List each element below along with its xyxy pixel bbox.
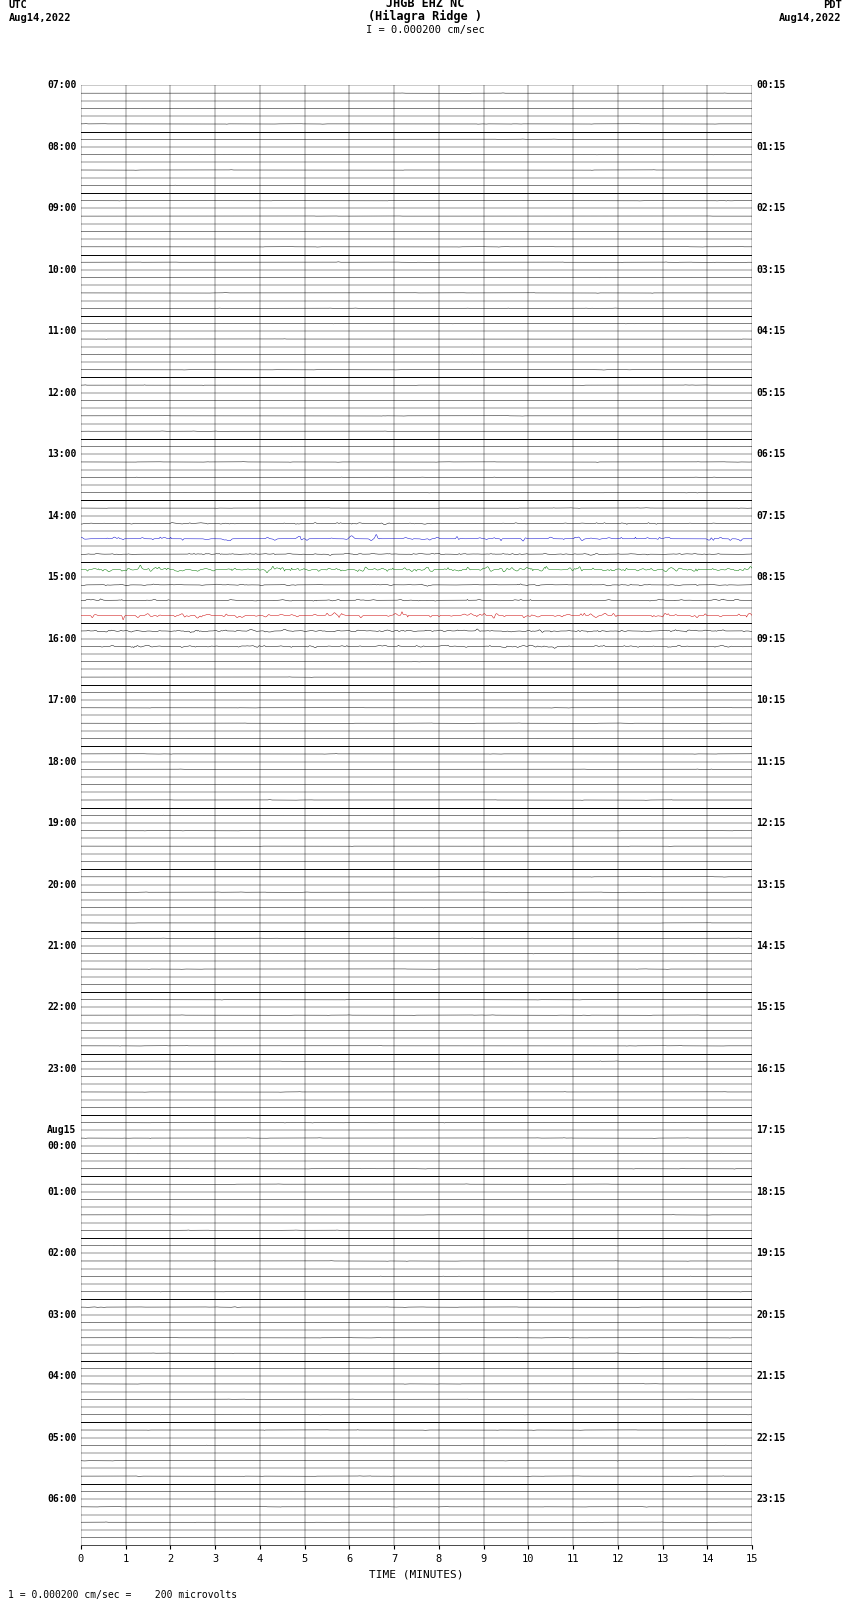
Text: 15:15: 15:15 (756, 1002, 786, 1013)
Text: 04:00: 04:00 (47, 1371, 76, 1381)
Text: 00:00: 00:00 (47, 1140, 76, 1150)
Text: 09:00: 09:00 (47, 203, 76, 213)
Text: 08:00: 08:00 (47, 142, 76, 152)
Text: Aug14,2022: Aug14,2022 (8, 13, 71, 23)
Text: 20:15: 20:15 (756, 1310, 786, 1319)
Text: 12:15: 12:15 (756, 818, 786, 827)
Text: 15:00: 15:00 (47, 573, 76, 582)
Text: 22:15: 22:15 (756, 1432, 786, 1442)
Text: 16:00: 16:00 (47, 634, 76, 644)
Text: 17:00: 17:00 (47, 695, 76, 705)
Text: 19:00: 19:00 (47, 818, 76, 827)
Text: 01:15: 01:15 (756, 142, 786, 152)
Text: 10:15: 10:15 (756, 695, 786, 705)
Text: PDT: PDT (823, 0, 842, 10)
Text: 01:00: 01:00 (47, 1187, 76, 1197)
Text: 21:00: 21:00 (47, 940, 76, 952)
Text: 13:15: 13:15 (756, 879, 786, 889)
Text: 03:00: 03:00 (47, 1310, 76, 1319)
Text: 23:15: 23:15 (756, 1494, 786, 1505)
X-axis label: TIME (MINUTES): TIME (MINUTES) (369, 1569, 464, 1579)
Text: Aug14,2022: Aug14,2022 (779, 13, 842, 23)
Text: 08:15: 08:15 (756, 573, 786, 582)
Text: 06:15: 06:15 (756, 450, 786, 460)
Text: 00:15: 00:15 (756, 81, 786, 90)
Text: 10:00: 10:00 (47, 265, 76, 274)
Text: 19:15: 19:15 (756, 1248, 786, 1258)
Text: 06:00: 06:00 (47, 1494, 76, 1505)
Text: 13:00: 13:00 (47, 450, 76, 460)
Text: 17:15: 17:15 (756, 1126, 786, 1136)
Text: (Hilagra Ridge ): (Hilagra Ridge ) (368, 10, 482, 23)
Text: Aug15: Aug15 (47, 1126, 76, 1136)
Text: 04:15: 04:15 (756, 326, 786, 337)
Text: 05:00: 05:00 (47, 1432, 76, 1442)
Text: 11:00: 11:00 (47, 326, 76, 337)
Text: 14:15: 14:15 (756, 940, 786, 952)
Text: 02:00: 02:00 (47, 1248, 76, 1258)
Text: 03:15: 03:15 (756, 265, 786, 274)
Text: 11:15: 11:15 (756, 756, 786, 766)
Text: 07:15: 07:15 (756, 511, 786, 521)
Text: 20:00: 20:00 (47, 879, 76, 889)
Text: 12:00: 12:00 (47, 387, 76, 398)
Text: 05:15: 05:15 (756, 387, 786, 398)
Text: 09:15: 09:15 (756, 634, 786, 644)
Text: 16:15: 16:15 (756, 1065, 786, 1074)
Text: 21:15: 21:15 (756, 1371, 786, 1381)
Text: 22:00: 22:00 (47, 1002, 76, 1013)
Text: 07:00: 07:00 (47, 81, 76, 90)
Text: 1 = 0.000200 cm/sec =    200 microvolts: 1 = 0.000200 cm/sec = 200 microvolts (8, 1590, 238, 1600)
Text: 02:15: 02:15 (756, 203, 786, 213)
Text: 18:15: 18:15 (756, 1187, 786, 1197)
Text: 14:00: 14:00 (47, 511, 76, 521)
Text: JHGB EHZ NC: JHGB EHZ NC (386, 0, 464, 10)
Text: I = 0.000200 cm/sec: I = 0.000200 cm/sec (366, 26, 484, 35)
Text: 23:00: 23:00 (47, 1065, 76, 1074)
Text: UTC: UTC (8, 0, 27, 10)
Text: 18:00: 18:00 (47, 756, 76, 766)
